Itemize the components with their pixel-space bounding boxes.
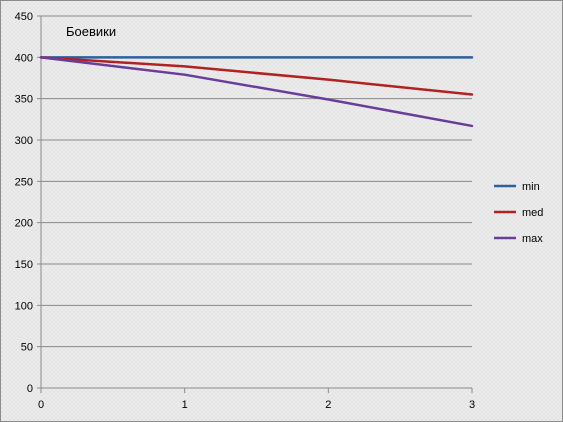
x-tick-label: 2 [325, 399, 331, 411]
x-tick-label: 3 [469, 399, 475, 411]
grid-layer [41, 15, 472, 389]
y-tick-label: 400 [15, 52, 33, 64]
series-line-med [39, 56, 474, 96]
y-tick-label: 200 [15, 218, 33, 230]
y-tick-label: 50 [21, 342, 33, 354]
axis-layer: 0 50 100 150 200 250 300 350 400 450 0 1 2 3 [15, 11, 475, 411]
series-layer [39, 56, 474, 128]
x-tick-label: 0 [38, 399, 44, 411]
y-tick-label: 0 [27, 383, 33, 395]
legend: min med max [494, 181, 543, 245]
x-tick-label: 1 [182, 399, 188, 411]
y-tick-label: 100 [15, 300, 33, 312]
legend-label-med: med [522, 207, 543, 219]
chart-title: Боевики [66, 24, 116, 39]
y-tick-label: 450 [15, 11, 33, 23]
y-tick-label: 300 [15, 135, 33, 147]
y-tick-label: 150 [15, 259, 33, 271]
y-tick-label: 350 [15, 94, 33, 106]
series-line-max [39, 56, 474, 128]
legend-label-max: max [522, 233, 543, 245]
legend-label-min: min [522, 181, 540, 193]
y-tick-label: 250 [15, 176, 33, 188]
